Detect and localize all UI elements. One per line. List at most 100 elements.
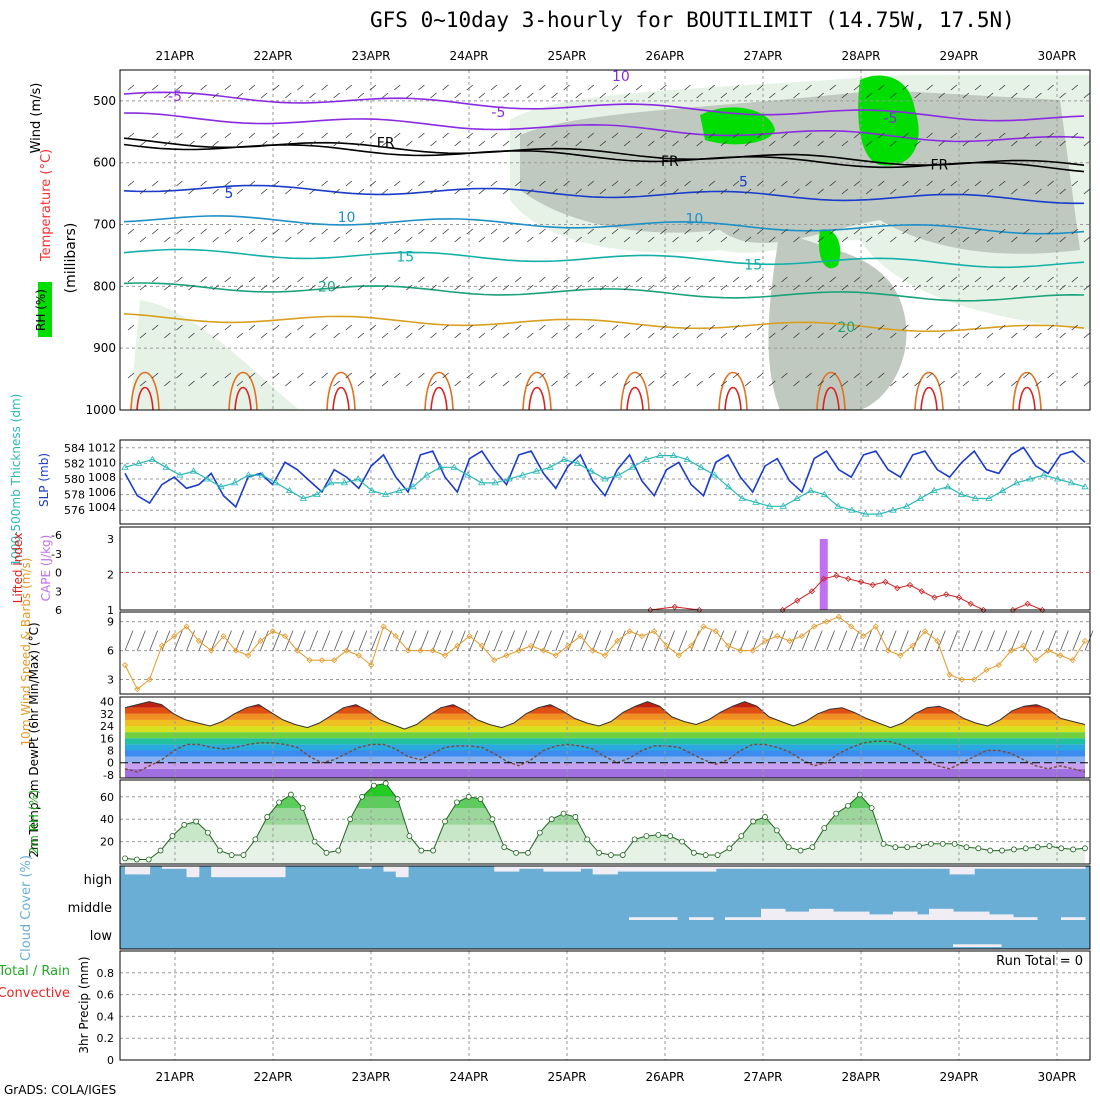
wind-barb [551, 284, 558, 291]
wind-barb [309, 140, 316, 147]
wind-barb [672, 140, 679, 147]
wind-barb [877, 372, 885, 379]
cloud-axis-label: Cloud Cover (%) [19, 855, 34, 961]
wind-barb [950, 132, 958, 139]
wind-barb [346, 630, 355, 651]
isotherm-line [123, 91, 1085, 122]
wind-barb [764, 630, 774, 651]
thickness-marker [450, 463, 458, 470]
wind-barb [224, 180, 232, 187]
wind-barb [563, 276, 570, 283]
cloud-cell [629, 866, 643, 872]
rh-marker [394, 796, 401, 802]
wind-barb [1071, 276, 1079, 283]
rh-axis-label: 2m RH (%) [27, 789, 41, 854]
cloud-cell [785, 911, 798, 920]
wind-barb [527, 380, 534, 387]
wind-barb [817, 140, 824, 147]
wind-barb [974, 372, 982, 379]
wind-barb [877, 132, 885, 139]
wind-barb [781, 228, 788, 235]
cloud-cell [875, 866, 889, 869]
wind-barb [587, 132, 595, 139]
wind-barb [890, 380, 897, 387]
cloud-cell [605, 866, 618, 875]
lifted-index-marker [794, 597, 801, 604]
wind-barb [224, 276, 232, 283]
wind-barb [708, 132, 716, 139]
thickness-marker [573, 459, 582, 466]
wind-barb [527, 332, 534, 339]
wind-barb [720, 188, 728, 195]
wind-barb [442, 180, 449, 187]
wind-barb [1059, 236, 1066, 243]
wind-barb [986, 284, 994, 291]
rh-marker [750, 818, 757, 825]
wind-barb [136, 630, 146, 651]
wind-barb [962, 284, 970, 291]
wind-speed-marker [1045, 647, 1052, 654]
wind-barb [430, 92, 437, 99]
surface-temp-contour [130, 371, 160, 411]
rh-marker [548, 816, 555, 823]
wind-barb [1023, 228, 1030, 235]
isotherm-line [123, 248, 1085, 269]
instability-panel: -6 -3 0 3 6 3 2 1 Lifted Index CAPE (J/kg) [11, 526, 1091, 617]
wind-barb [708, 84, 716, 91]
temp-2m-frame [119, 696, 1091, 779]
cloud-cell [749, 917, 762, 920]
wind-barb [539, 276, 546, 283]
cloud-cell [580, 866, 594, 869]
wind-speed-marker [466, 633, 473, 640]
wind-speed-marker [121, 661, 129, 669]
wind-barb [124, 630, 134, 651]
wind-barb [660, 132, 667, 139]
wind-barb [248, 276, 256, 283]
wind-barb [1035, 284, 1042, 291]
wind-barb [1083, 380, 1091, 387]
wind-speed-marker [725, 642, 732, 649]
wind-barb [732, 324, 740, 331]
wind-barb [950, 324, 958, 331]
wind-barb [176, 324, 183, 331]
cloud-cell [725, 917, 738, 920]
wind-barb [406, 236, 413, 243]
wind-barb [369, 132, 377, 139]
wind-barb [715, 630, 725, 651]
cloud-cell [568, 866, 581, 872]
wind-speed-marker [823, 618, 830, 625]
wind-barb [466, 276, 474, 283]
date-tick-label: 22APR [253, 49, 292, 63]
rh-marker [311, 838, 318, 845]
wind-barb [635, 132, 643, 139]
wind-barb [1083, 236, 1091, 243]
cloud-cell [941, 908, 954, 920]
wind-barb [490, 228, 498, 235]
wind-barb [781, 276, 788, 283]
wind-barb [949, 630, 958, 651]
surface-temp-contour [822, 386, 840, 411]
wind-barb [900, 630, 909, 651]
wind-barb [793, 332, 800, 339]
wind-barb [865, 236, 873, 243]
wind-tick-label: 3 [107, 674, 114, 687]
wind-barb [527, 188, 534, 195]
wind-barb [1035, 380, 1042, 387]
wind-barb [236, 332, 244, 339]
wind-barb [684, 324, 691, 331]
wind-speed-marker [429, 647, 436, 654]
wind-barb [200, 132, 207, 139]
rh-tick-label: 60 [100, 791, 114, 804]
rh-marker [501, 844, 508, 851]
wind-barb [224, 132, 232, 139]
cloud-cell [765, 866, 778, 869]
wind-barb [902, 84, 909, 91]
rh-marker [335, 847, 342, 854]
wind-barb [357, 140, 365, 147]
wind-speed-marker [195, 637, 202, 645]
wind-barb [345, 372, 353, 379]
wind-barb [297, 276, 304, 283]
cloud-cell [881, 914, 894, 920]
wind-barb [986, 140, 994, 147]
thickness-marker [354, 475, 362, 482]
